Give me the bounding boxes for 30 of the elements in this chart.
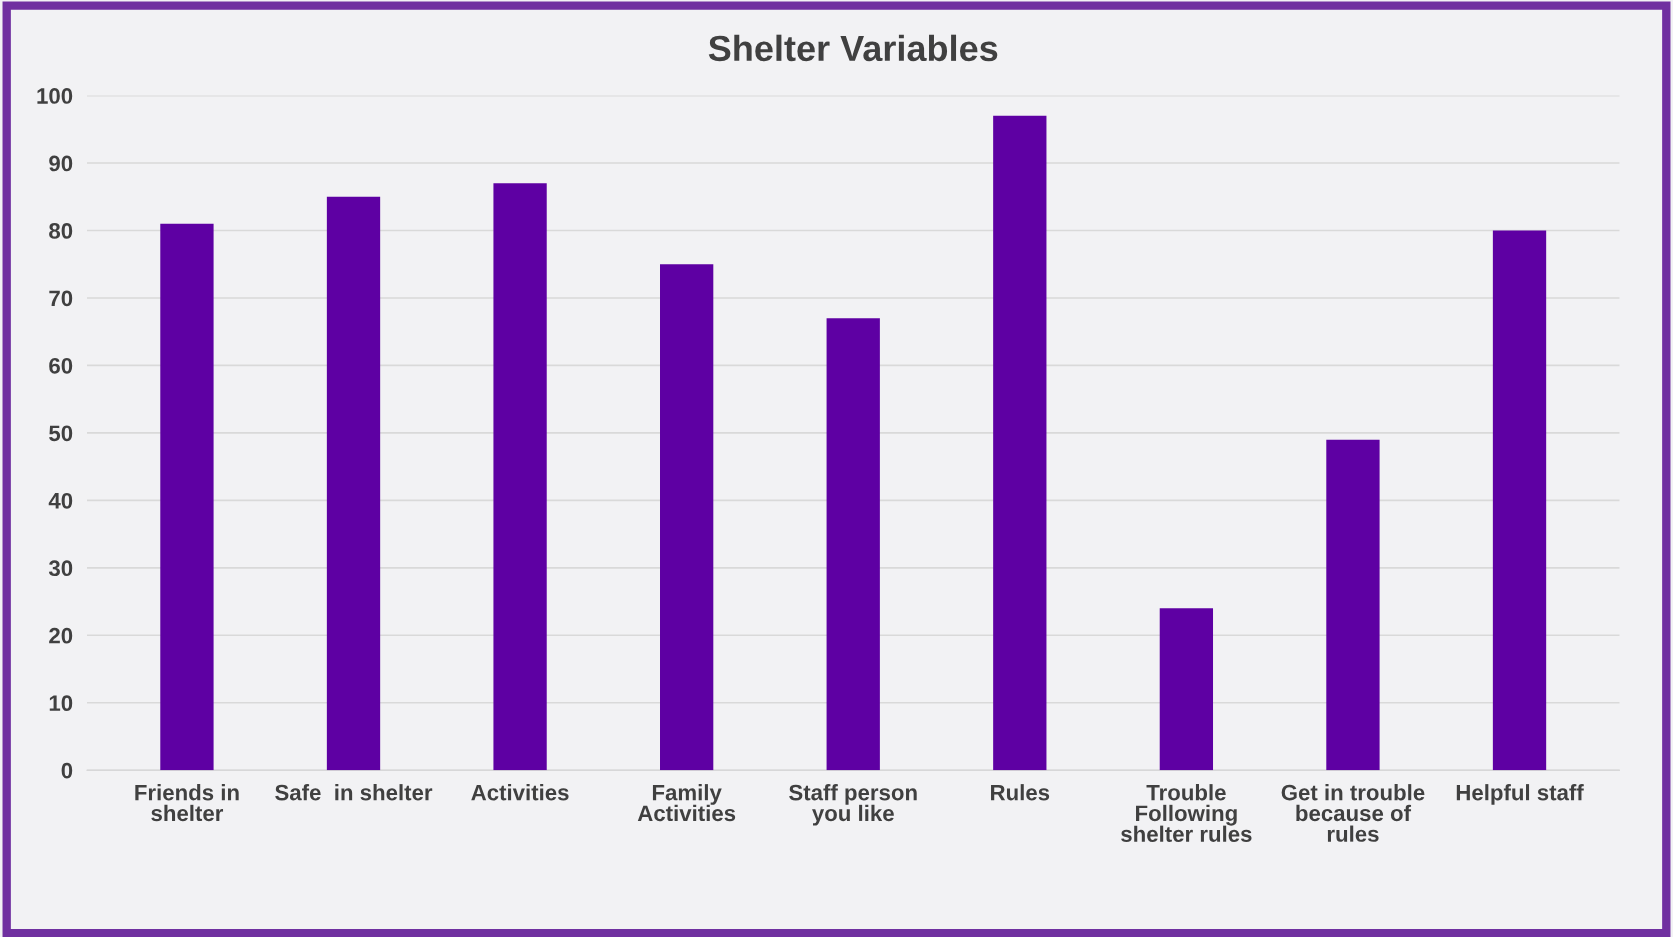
x-tick-label: Friends in shelter [135, 784, 239, 822]
x-tick-label: Trouble Following shelter rules [1121, 784, 1252, 842]
x-tick-label: Rules [991, 784, 1050, 801]
x-tick-label: Get in trouble because of rules [1281, 784, 1425, 842]
x-tick-label: Safe in shelter [275, 784, 433, 801]
x-tick-label: Family Activities [637, 784, 736, 822]
y-tick-label: 0 [61, 762, 73, 779]
y-tick-label: 80 [49, 223, 73, 239]
bar [826, 318, 880, 771]
bar [1326, 439, 1380, 771]
bar [660, 264, 714, 771]
x-tick-label: Helpful staff [1456, 784, 1584, 805]
y-tick-label: 20 [49, 627, 73, 644]
bar [1492, 230, 1547, 771]
y-tick-label: 10 [49, 695, 73, 712]
x-tick-label: Activities [471, 784, 569, 801]
x-tick-label: Staff person you like [789, 784, 917, 826]
y-tick-label: 70 [49, 290, 73, 307]
bar [493, 183, 547, 771]
y-tick-label: 40 [48, 492, 73, 509]
y-tick-label: 50 [49, 425, 73, 442]
y-tick-label: 30 [48, 560, 73, 577]
y-tick-label: 90 [49, 155, 73, 172]
y-tick-label: 100 [37, 88, 73, 104]
bar [326, 196, 381, 771]
bar [1159, 608, 1214, 771]
bar [993, 115, 1047, 771]
bar [160, 223, 214, 771]
y-tick-label: 60 [49, 357, 73, 374]
chart-title: Shelter Variables [708, 34, 998, 62]
